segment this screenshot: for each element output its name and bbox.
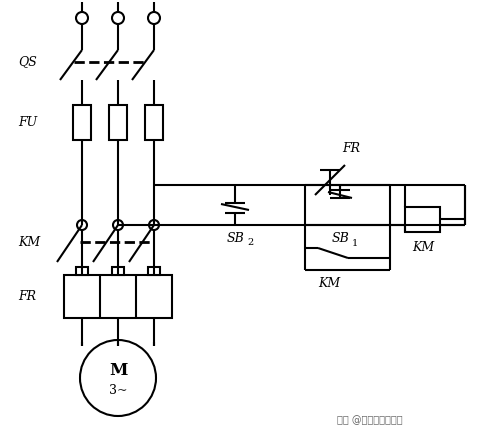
- Text: SB: SB: [332, 232, 350, 245]
- Text: FR: FR: [342, 142, 360, 154]
- Bar: [145, 105, 163, 140]
- Text: FU: FU: [18, 116, 37, 129]
- Bar: [64, 275, 172, 318]
- Bar: [76, 267, 88, 275]
- Text: QS: QS: [18, 55, 37, 68]
- Text: FR: FR: [18, 290, 36, 303]
- Text: M: M: [109, 361, 127, 378]
- Bar: [112, 267, 124, 275]
- Text: SB: SB: [227, 232, 245, 245]
- Text: 3~: 3~: [109, 384, 127, 396]
- Bar: [73, 105, 91, 140]
- Text: 1: 1: [352, 238, 358, 248]
- Bar: [405, 207, 440, 232]
- Bar: [148, 267, 160, 275]
- Text: KM: KM: [318, 276, 340, 290]
- Text: 头条 @电气自动化应用: 头条 @电气自动化应用: [337, 415, 403, 425]
- Text: 2: 2: [247, 238, 253, 246]
- Bar: [109, 105, 127, 140]
- Text: KM: KM: [412, 241, 434, 253]
- Text: KM: KM: [18, 235, 40, 249]
